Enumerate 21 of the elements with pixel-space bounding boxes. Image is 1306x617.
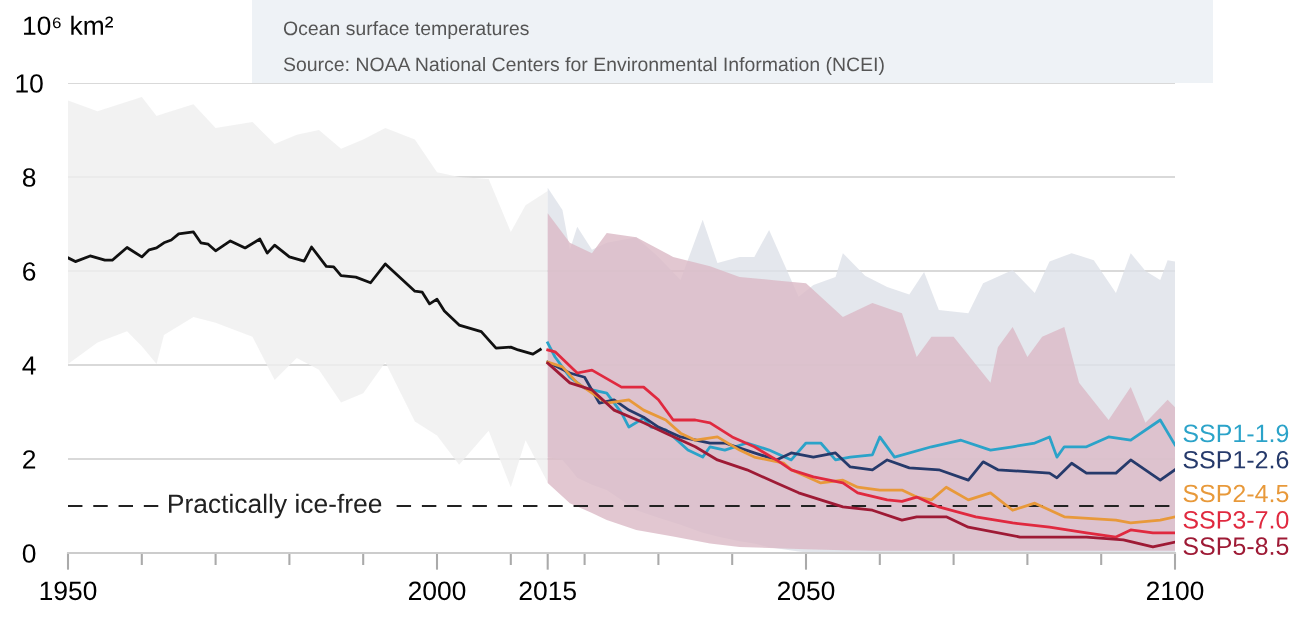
y-tick-label: 0 [22, 544, 36, 563]
y-tick-label: 4 [22, 356, 36, 375]
y-tick-label: 2 [23, 450, 36, 469]
series-label: SSP1-2.6 [1183, 450, 1289, 469]
x-tick-label: 2000 [408, 581, 466, 601]
text: Ocean surface temperatures [283, 20, 529, 40]
series-label: SSP2-4.5 [1183, 484, 1289, 503]
source-note: Source: NOAA National Centers for Environmental Information (NCEI) [283, 56, 884, 76]
x-tick-label: 1950 [40, 581, 97, 601]
x-tick-label: 2100 [1146, 581, 1204, 601]
series-label: SSP1-1.9 [1183, 424, 1289, 443]
x-tick-label: 2050 [777, 581, 835, 601]
y-tick-label: 6 [23, 262, 36, 281]
y-tick-label: 8 [22, 168, 36, 187]
y-tick-label: 10 [16, 74, 43, 93]
ref-line-label: Practically ice-free [169, 493, 382, 519]
series-label: SSP3-7.0 [1183, 510, 1289, 529]
x-tick-label: 2015 [519, 581, 576, 601]
line-series [68, 230, 542, 356]
series-label: SSP5-8.5 [1183, 537, 1289, 556]
y-axis-title: 10⁶ km² [24, 15, 114, 36]
